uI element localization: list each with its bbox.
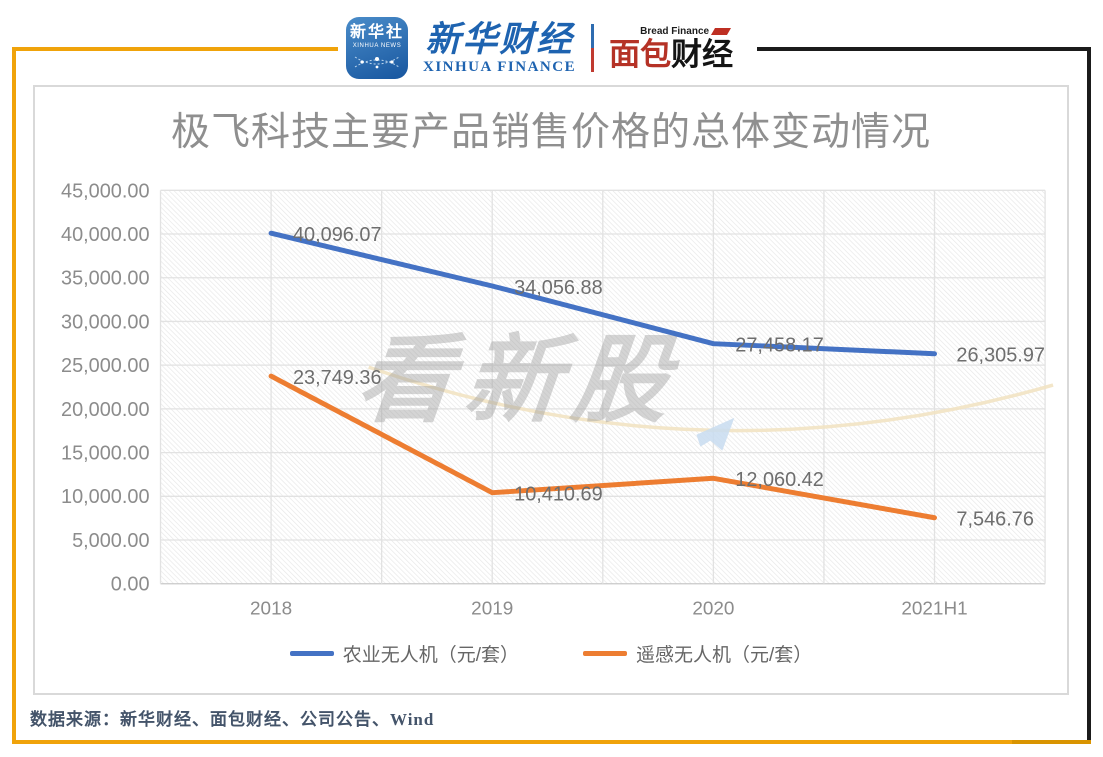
frame-border-top-left — [12, 47, 348, 51]
y-axis-tick-label: 0.00 — [111, 574, 150, 596]
legend-item: 遥感无人机（元/套） — [583, 640, 812, 667]
series-line-0 — [268, 230, 938, 357]
logo-divider — [591, 24, 595, 72]
chart-container: 0.00 5,000.00 10,000.00 15,000.00 20,000.00 2… — [33, 85, 1069, 695]
watermark-paper-plane-icon — [696, 417, 735, 451]
bread-finance-logo: Bread Finance 面包财经 — [609, 25, 734, 72]
bread-finance-cn-black: 财经 — [671, 36, 734, 72]
data-source-note: 数据来源：新华财经、面包财经、公司公告、Wind — [30, 710, 435, 729]
legend-label: 遥感无人机（元/套） — [636, 645, 813, 666]
line-chart: 0.00 5,000.00 10,000.00 15,000.00 20,000.00 2… — [61, 180, 1054, 620]
y-axis-tick-label: 45,000.00 — [61, 180, 150, 202]
bread-finance-flag-icon — [711, 28, 732, 35]
xinhua-finance-en: XINHUA FINANCE — [423, 58, 577, 75]
data-label: 27,458.17 — [735, 335, 824, 357]
legend-item: 农业无人机（元/套） — [289, 640, 519, 667]
xinhua-finance-cn: 新华财经 — [425, 19, 574, 59]
frame-border-right — [1087, 47, 1091, 744]
logo-strip: 新华社 XINHUA NEWS 新华财经 XINHUA FINANCE Brea… — [338, 12, 742, 84]
xinhua-news-subtitle: XINHUA NEWS — [352, 43, 402, 49]
network-globe-icon — [354, 56, 400, 69]
series-line-1 — [268, 373, 938, 521]
bread-finance-cn-red: 面包 — [609, 36, 672, 72]
data-label: 10,410.69 — [514, 484, 603, 506]
frame-border-bottom — [12, 740, 1091, 744]
legend-marker — [583, 651, 627, 656]
xinhua-news-title: 新华社 — [349, 24, 404, 41]
y-axis-tick-label: 20,000.00 — [61, 399, 150, 421]
frame-border-top-right — [757, 47, 1091, 51]
y-axis-tick-label: 35,000.00 — [61, 268, 150, 290]
chart-legend: 农业无人机（元/套） 遥感无人机（元/套） — [35, 640, 1067, 667]
data-label: 7,546.76 — [956, 509, 1033, 531]
xinhua-finance-logo: 新华财经 XINHUA FINANCE — [423, 22, 576, 75]
x-axis-tick-label: 2020 — [692, 599, 734, 620]
x-axis-tick-label: 2018 — [250, 599, 292, 620]
frame-border-left — [12, 47, 16, 744]
x-axis-tick-label: 2021H1 — [901, 599, 967, 620]
legend-marker — [289, 651, 334, 656]
watermark-text: 看新股 — [352, 327, 686, 434]
y-axis-tick-label: 15,000.00 — [61, 443, 150, 465]
x-axis-tick-label: 2019 — [471, 599, 513, 620]
data-label: 34,056.88 — [514, 277, 603, 299]
xinhua-news-app-icon: 新华社 XINHUA NEWS — [346, 17, 408, 79]
y-axis-tick-label: 30,000.00 — [61, 311, 150, 333]
y-axis-tick-label: 40,000.00 — [61, 224, 150, 246]
data-label: 40,096.07 — [293, 224, 382, 246]
y-axis-tick-label: 25,000.00 — [61, 355, 150, 377]
bread-finance-en: Bread Finance — [640, 25, 710, 37]
data-label: 12,060.42 — [735, 469, 824, 491]
y-axis-tick-label: 5,000.00 — [72, 530, 149, 552]
chart-title: 极飞科技主要产品销售价格的总体变动情况 — [170, 111, 931, 154]
data-label: 23,749.36 — [293, 367, 382, 389]
data-label: 26,305.97 — [956, 345, 1045, 367]
legend-label: 农业无人机（元/套） — [342, 645, 519, 666]
y-axis-tick-label: 10,000.00 — [61, 486, 150, 508]
frame-border-bottom-dark-segment — [1012, 740, 1091, 744]
